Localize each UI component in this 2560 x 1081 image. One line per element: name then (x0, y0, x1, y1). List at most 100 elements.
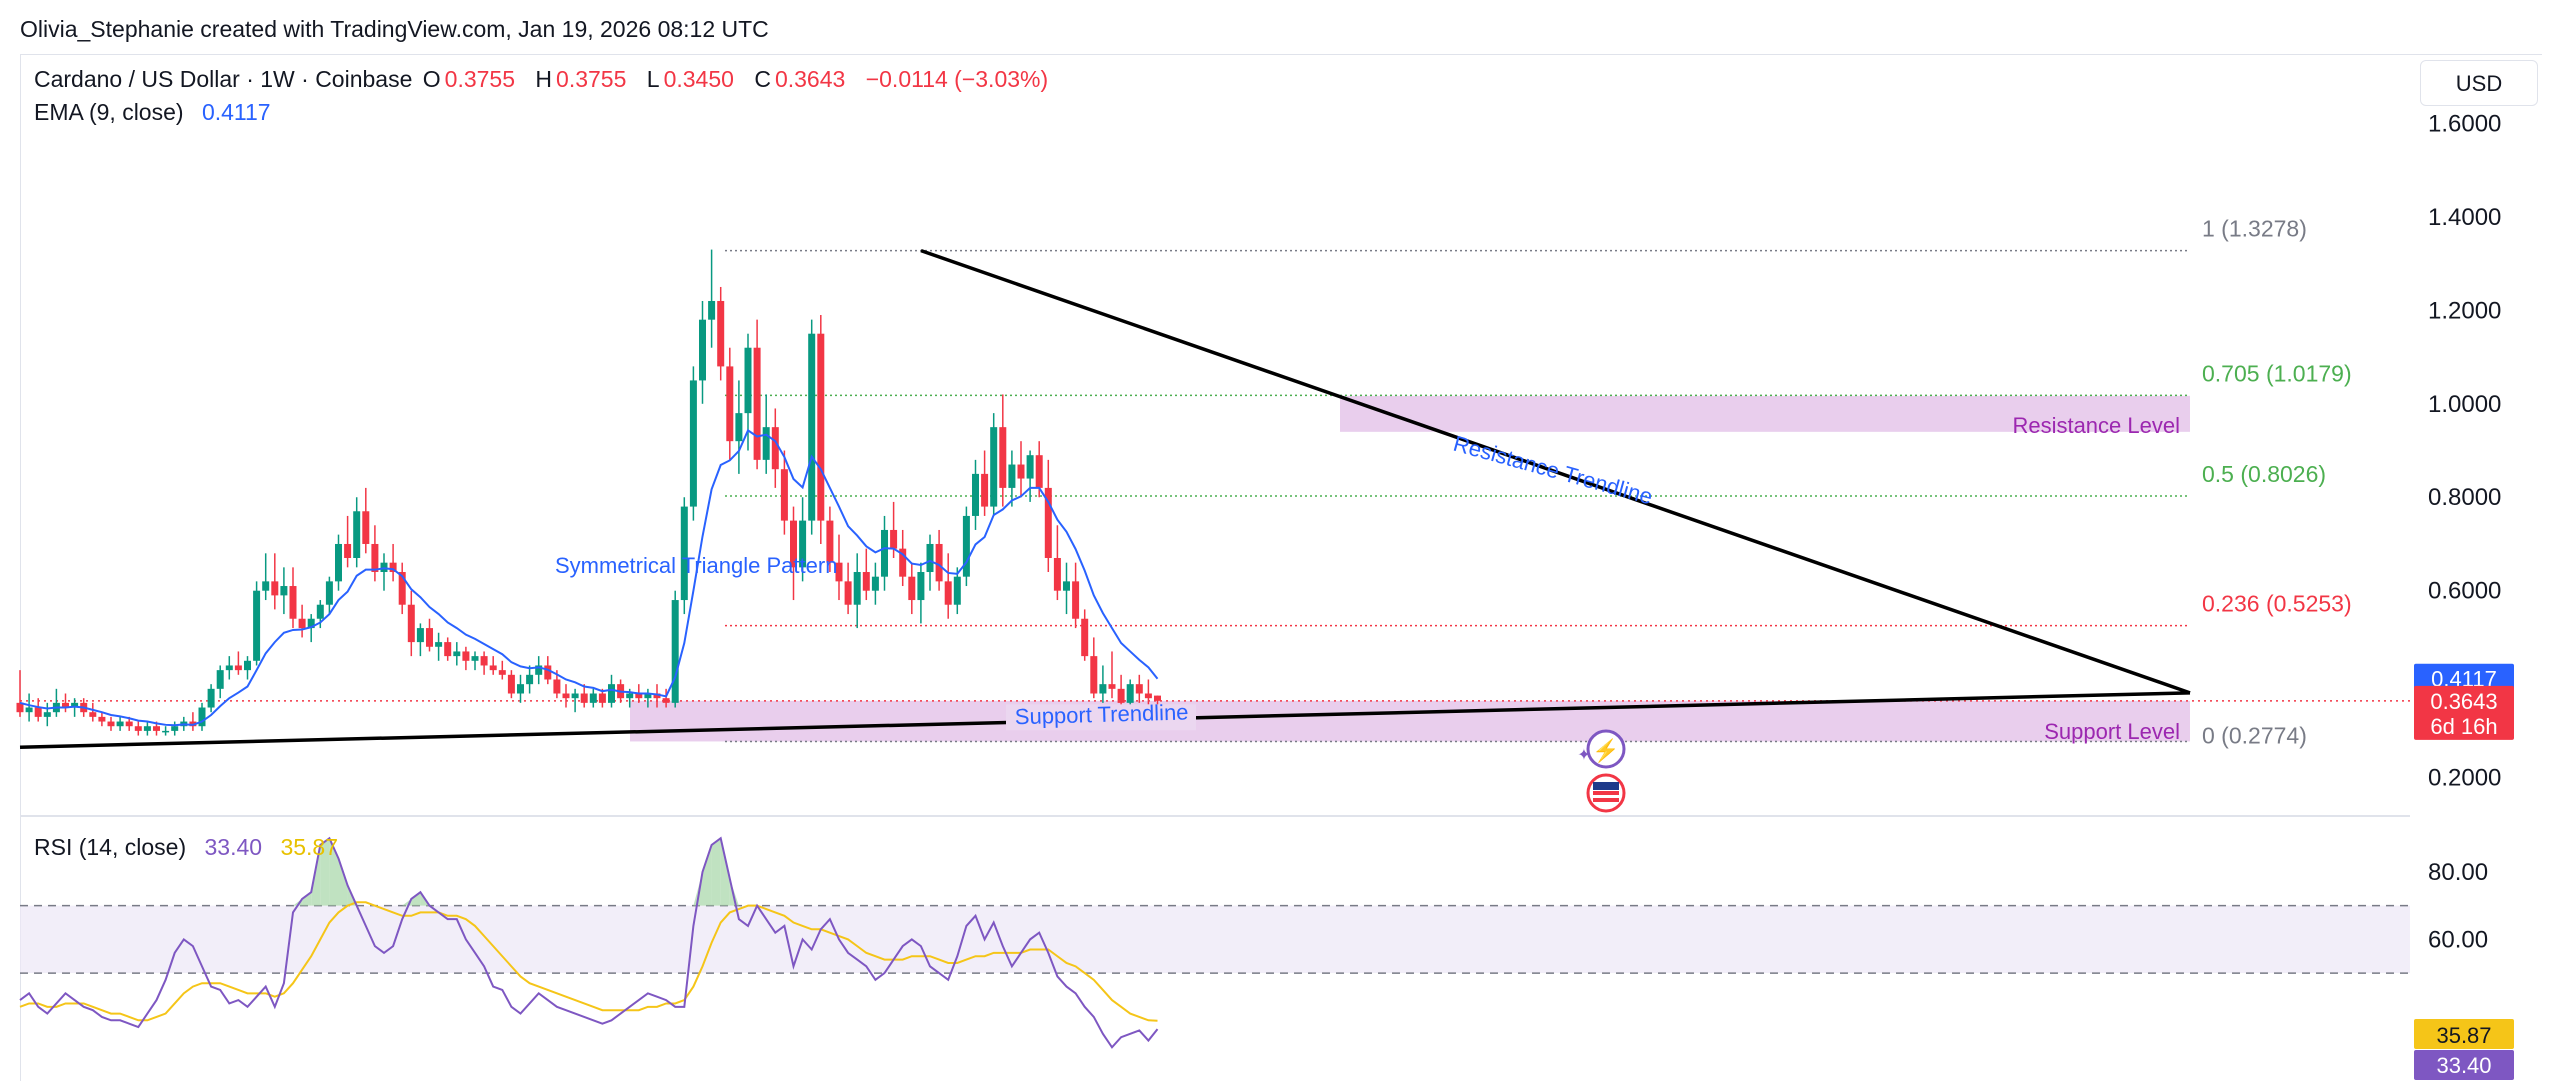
candle-body (1008, 464, 1016, 488)
candle-body (280, 586, 288, 596)
candle-body (353, 511, 361, 558)
candle-body (307, 618, 315, 629)
high-value: 0.3755 (556, 66, 627, 92)
candle (517, 674, 524, 703)
fib-label: 0.5 (0.8026) (2202, 461, 2326, 487)
candle-body (517, 684, 524, 694)
candle (507, 670, 515, 699)
resistance-level-label: Resistance Level (2012, 413, 2180, 438)
candle (426, 618, 433, 652)
candle (462, 646, 470, 671)
candle (589, 688, 597, 708)
candle-body (371, 543, 379, 573)
candle-body (535, 665, 543, 675)
candle (116, 716, 124, 731)
candle (489, 656, 497, 675)
candle-body (1063, 581, 1070, 591)
rsi-overbought-fill (338, 858, 348, 906)
candle (699, 300, 706, 404)
candle-body (771, 427, 779, 470)
candle (43, 702, 51, 727)
ema-line (19, 428, 1159, 727)
candle-body (644, 693, 652, 699)
candle (198, 702, 206, 731)
candle-body (753, 347, 761, 460)
candle-body (507, 674, 515, 694)
support-zone (630, 700, 2190, 742)
support-trendline-label: Support Trendline (1014, 699, 1188, 729)
low-value: 0.3450 (663, 66, 734, 92)
candle-body (16, 702, 24, 713)
ema-legend: EMA (9, close) 0.4117 (34, 99, 275, 126)
candle (134, 721, 142, 736)
candle (608, 674, 615, 708)
candle (244, 656, 251, 680)
candle (98, 712, 106, 727)
candle-body (944, 581, 952, 605)
candle-body (125, 721, 133, 727)
candle (526, 665, 534, 694)
candle (799, 497, 807, 582)
candle-body (717, 300, 725, 367)
candle-body (926, 543, 934, 573)
candle-body (871, 576, 879, 591)
candle-body (817, 333, 825, 521)
candle (871, 562, 879, 605)
candle-body (325, 581, 333, 605)
candle-body (799, 520, 807, 568)
candle-body (526, 674, 534, 685)
candle-body (1026, 455, 1034, 479)
price-tick-label: 1.0000 (2428, 391, 2501, 418)
candle-body (598, 693, 606, 703)
candle-body (153, 726, 160, 731)
candle-body (1017, 464, 1025, 479)
close-value: 0.3643 (774, 66, 846, 92)
ema-label[interactable]: EMA (9, close) (34, 99, 184, 125)
candle (298, 604, 306, 638)
candle (225, 656, 233, 680)
candle-body (162, 730, 170, 733)
candle (398, 562, 406, 615)
rsi-ma-tag (2414, 1019, 2514, 1049)
candle-body (626, 693, 634, 699)
candle-body (34, 707, 42, 717)
candle (25, 693, 33, 722)
candle (908, 562, 916, 615)
candle-body (62, 702, 69, 708)
candle-body (1135, 684, 1143, 694)
candle (207, 684, 215, 713)
currency-button[interactable]: USD (2420, 60, 2538, 106)
candle-body (489, 665, 497, 671)
candle-body (1144, 693, 1152, 699)
candle-body (207, 688, 215, 708)
candle (1026, 450, 1034, 502)
candle-body (935, 543, 943, 582)
pattern-label: Symmetrical Triangle Pattern (555, 553, 837, 578)
candle-body (225, 665, 233, 671)
candle-body (416, 628, 424, 643)
rsi-overbought-fill (693, 871, 703, 906)
rsi-ma-value: 35.87 (280, 834, 339, 860)
candle-body (244, 660, 251, 671)
flag-stripe (1593, 798, 1619, 802)
candle (344, 515, 352, 568)
rsi-label[interactable]: RSI (14, close) (34, 834, 187, 860)
candle (353, 497, 361, 568)
candle-body (981, 473, 989, 507)
candle (1017, 441, 1025, 498)
symbol-title[interactable]: Cardano / US Dollar · 1W · Coinbase (34, 66, 413, 92)
rsi-legend: RSI (14, close) 33.40 35.87 (34, 834, 342, 861)
candle-body (790, 520, 797, 568)
candle-body (589, 693, 597, 703)
candle-body (316, 604, 324, 619)
candle (34, 698, 42, 722)
candle-body (580, 693, 588, 703)
candle-body (653, 693, 661, 699)
candle-body (89, 712, 97, 717)
candle (52, 688, 60, 717)
candle-body (735, 413, 743, 442)
candle-body (1053, 557, 1061, 591)
candle-body (680, 506, 688, 601)
candle (808, 319, 816, 535)
